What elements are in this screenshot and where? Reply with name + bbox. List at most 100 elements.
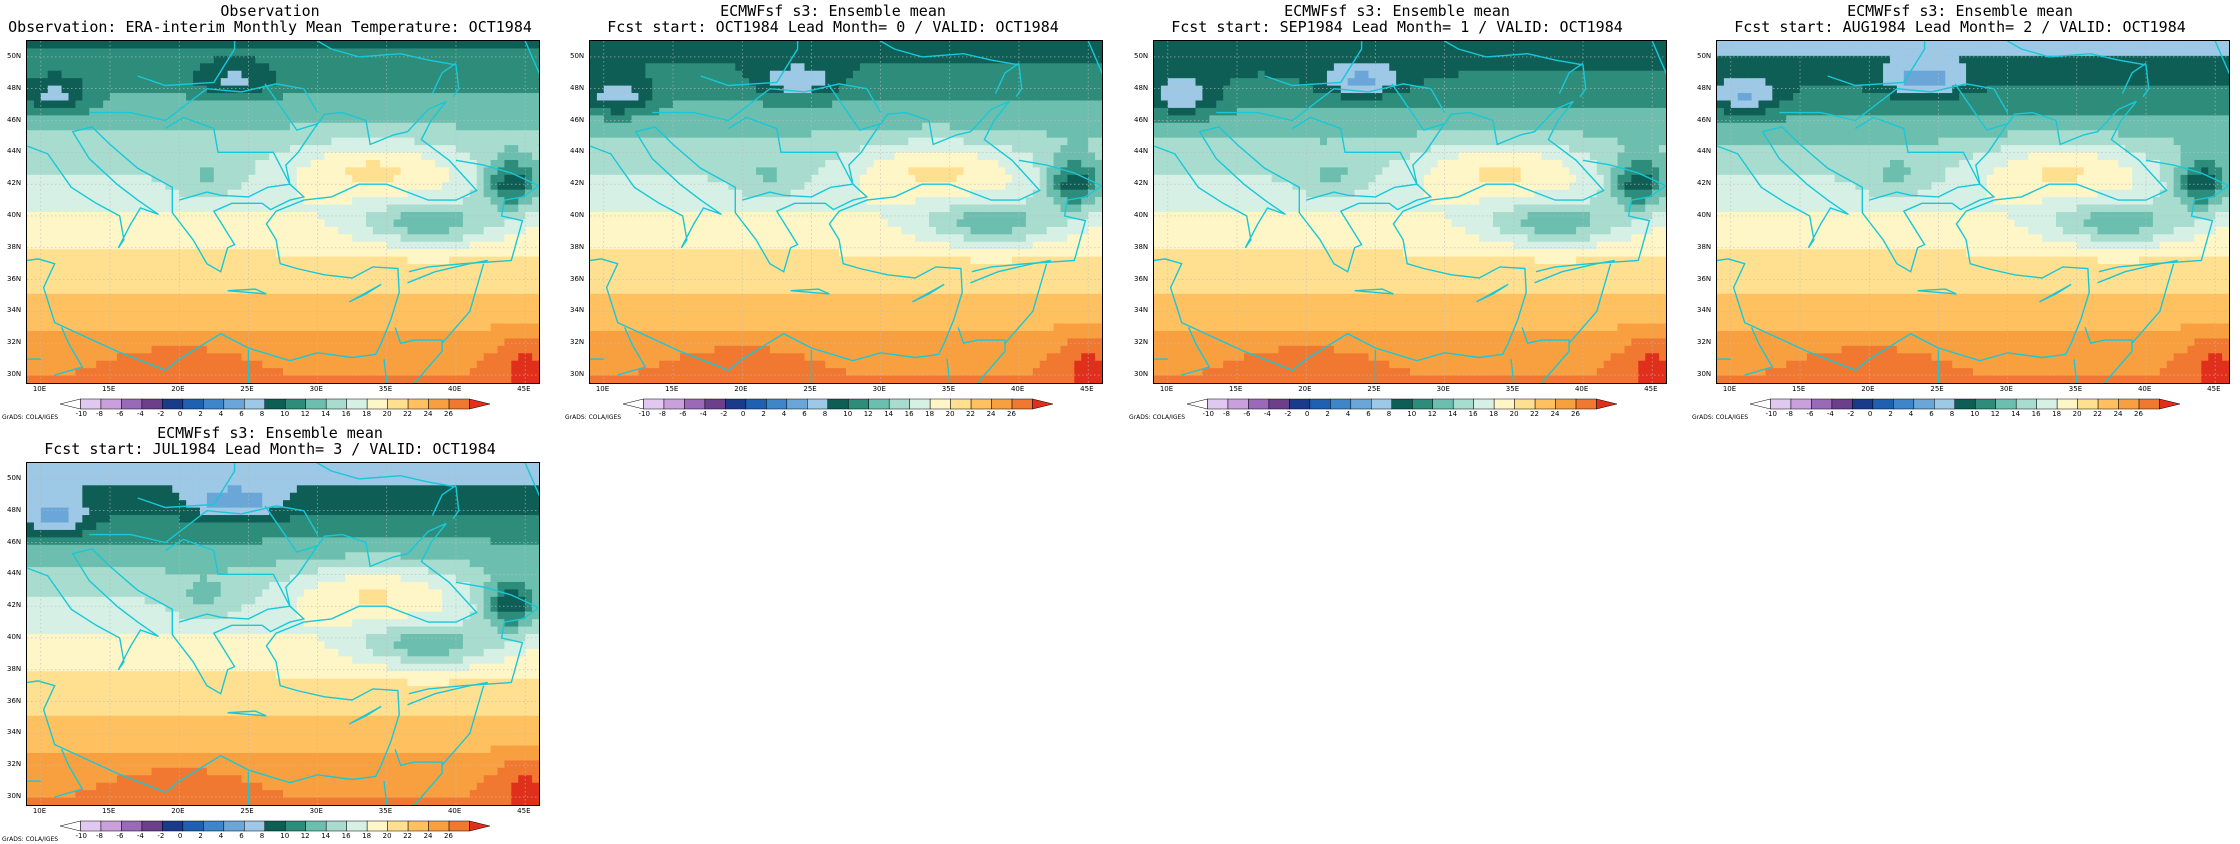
colorbar-swatch <box>2139 399 2159 409</box>
colorbar-swatch <box>183 821 203 831</box>
lon-tick-label: 20E <box>171 807 184 815</box>
lat-tick-label: 40N <box>1134 211 1148 219</box>
lon-tick-label: 20E <box>734 385 747 393</box>
colorbar-level-label: 12 <box>864 410 873 418</box>
colorbar-level-label: 8 <box>260 410 264 418</box>
colorbar-swatch <box>1556 399 1576 409</box>
temperature-map <box>26 462 540 806</box>
colorbar-swatch <box>429 821 449 831</box>
colorbar-level-label: 16 <box>342 832 351 840</box>
lat-tick-label: 40N <box>1697 211 1711 219</box>
colorbar-swatch <box>623 399 643 409</box>
lon-tick-label: 40E <box>1011 385 1024 393</box>
lat-tick-label: 32N <box>7 338 21 346</box>
lat-tick-label: 42N <box>1134 179 1148 187</box>
grads-credit: GrADS: COLA/IGES <box>565 414 621 421</box>
grads-credit: GrADS: COLA/IGES <box>1129 414 1185 421</box>
lat-tick-label: 40N <box>570 211 584 219</box>
colorbar-swatch <box>1392 399 1412 409</box>
lon-tick-label: 15E <box>102 385 115 393</box>
lat-tick-label: 34N <box>1134 306 1148 314</box>
lon-tick-label: 25E <box>1367 385 1380 393</box>
colorbar-swatch <box>643 399 663 409</box>
lat-tick-label: 36N <box>1697 275 1711 283</box>
lon-tick-label: 35E <box>379 807 392 815</box>
lat-tick-label: 34N <box>7 306 21 314</box>
lat-tick-label: 48N <box>570 84 584 92</box>
colorbar-level-label: 8 <box>1387 410 1391 418</box>
colorbar-swatch <box>203 399 223 409</box>
lat-tick-label: 50N <box>1134 52 1148 60</box>
colorbar-swatch <box>910 399 930 409</box>
lat-tick-label: 44N <box>1134 147 1148 155</box>
lat-tick-label: 46N <box>1134 116 1148 124</box>
lon-tick-label: 40E <box>448 385 461 393</box>
colorbar-swatch <box>705 399 725 409</box>
colorbar-level-label: 2 <box>1888 410 1892 418</box>
colorbar-swatch <box>1228 399 1248 409</box>
colorbar-level-label: 2 <box>198 832 202 840</box>
colorbar-level-label: -10 <box>1202 410 1213 418</box>
colorbar-swatch <box>1811 399 1831 409</box>
colorbar-level-label: 22 <box>1530 410 1539 418</box>
lon-tick-label: 10E <box>33 385 46 393</box>
colorbar-level-label: 0 <box>741 410 745 418</box>
lon-tick-label: 45E <box>517 807 530 815</box>
colorbar-level-label: -8 <box>1786 410 1793 418</box>
colorbar-level-label: 24 <box>424 410 433 418</box>
colorbar-swatch <box>265 821 285 831</box>
colorbar-swatch <box>80 821 100 831</box>
colorbar-swatch <box>1248 399 1268 409</box>
colorbar-level-label: 16 <box>905 410 914 418</box>
grads-credit: GrADS: COLA/IGES <box>2 414 58 421</box>
colorbar-level-label: -8 <box>96 832 103 840</box>
colorbar-level-label: 6 <box>239 832 243 840</box>
colorbar-level-label: 24 <box>987 410 996 418</box>
lat-tick-label: 34N <box>570 306 584 314</box>
colorbar-swatch <box>1576 399 1596 409</box>
colorbar-swatch <box>285 399 305 409</box>
colorbar-swatch <box>1770 399 1790 409</box>
colorbar-level-label: 26 <box>444 410 453 418</box>
colorbar-level-label: -8 <box>659 410 666 418</box>
colorbar-level-label: 0 <box>1305 410 1309 418</box>
colorbar-swatch <box>1955 399 1975 409</box>
lat-tick-label: 50N <box>7 474 21 482</box>
lat-tick-label: 38N <box>7 665 21 673</box>
colorbar-swatch <box>828 399 848 409</box>
colorbar-swatch <box>1852 399 1872 409</box>
colorbar-level-label: 22 <box>966 410 975 418</box>
colorbar-swatch <box>1494 399 1514 409</box>
lat-tick-label: 42N <box>7 601 21 609</box>
colorbar-level-label: 6 <box>239 410 243 418</box>
colorbar-level-label: 6 <box>1366 410 1370 418</box>
colorbar-level-label: 10 <box>1970 410 1979 418</box>
colorbar-swatch <box>2016 399 2036 409</box>
colorbar-swatch <box>1012 399 1032 409</box>
panel-title: ECMWFsf s3: Ensemble mean <box>1690 4 2230 19</box>
colorbar-level-label: 4 <box>1909 410 1913 418</box>
colorbar-swatch <box>746 399 766 409</box>
colorbar-level-label: -4 <box>137 410 144 418</box>
colorbar-swatch <box>2037 399 2057 409</box>
lon-tick-label: 30E <box>310 807 323 815</box>
colorbar-swatch <box>725 399 745 409</box>
colorbar-level-label: 6 <box>802 410 806 418</box>
colorbar-level-label: 2 <box>198 410 202 418</box>
colorbar-swatch <box>1433 399 1453 409</box>
temperature-map <box>1716 40 2230 384</box>
colorbar-swatch <box>203 821 223 831</box>
colorbar-swatch <box>787 399 807 409</box>
colorbar-level-label: 12 <box>1991 410 2000 418</box>
colorbar-level-label: -10 <box>75 410 86 418</box>
colorbar-swatch <box>388 399 408 409</box>
colorbar-level-label: 20 <box>1510 410 1519 418</box>
lon-tick-label: 40E <box>1575 385 1588 393</box>
colorbar-swatch <box>1474 399 1494 409</box>
colorbar-level-label: 22 <box>2093 410 2102 418</box>
lon-tick-label: 30E <box>310 385 323 393</box>
